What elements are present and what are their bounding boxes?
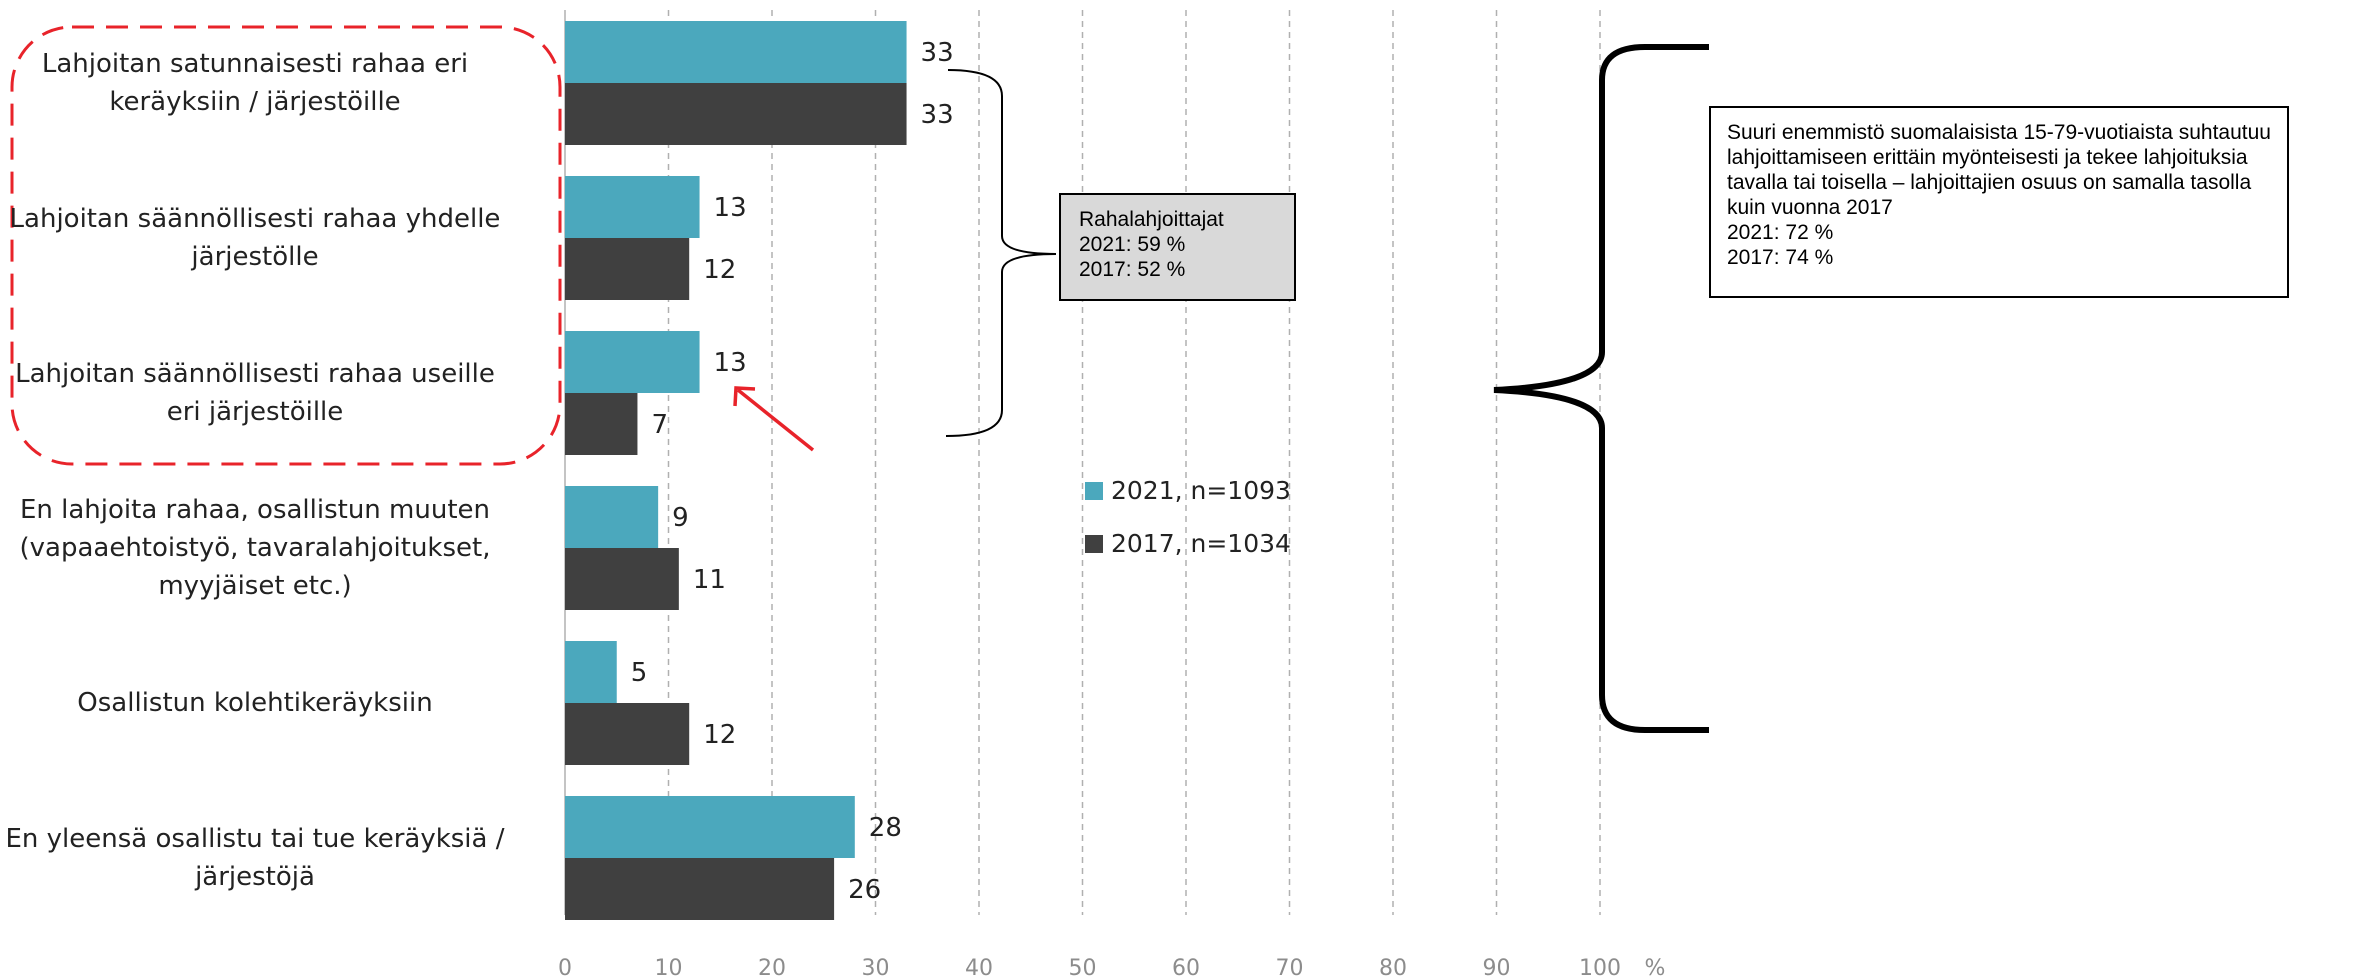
data-label: 5 <box>631 658 648 688</box>
small-bracket-icon <box>945 69 1057 437</box>
note-text: Suuri enemmistö suomalaisista 15-79-vuot… <box>1727 121 2271 219</box>
legend-swatch-2017 <box>1085 534 1103 553</box>
data-label: 13 <box>714 193 747 223</box>
data-label: 12 <box>703 720 736 750</box>
legend-label-2017: 2017, n=1034 <box>1111 529 1291 558</box>
category-label: Lahjoitan säännöllisesti rahaa yhdelle j… <box>9 204 501 272</box>
callout-line-2021: 2021: 59 % <box>1079 233 1186 256</box>
data-label: 26 <box>848 875 881 905</box>
bar-2017 <box>565 858 835 920</box>
x-axis-ticks: 0 10 20 30 40 50 60 70 80 90 100% <box>558 956 1665 980</box>
highlight-frame <box>10 25 562 466</box>
data-label: 13 <box>714 348 747 378</box>
legend-swatch-2021 <box>1085 481 1103 500</box>
x-tick-label: 10 <box>655 956 683 980</box>
data-label: 7 <box>651 410 668 440</box>
data-label: 12 <box>703 255 736 285</box>
x-tick-label: 100 <box>1579 956 1621 980</box>
x-tick-label: 90 <box>1483 956 1511 980</box>
large-brace-icon <box>1493 44 1709 733</box>
category-label: Lahjoitan säännöllisesti rahaa useille e… <box>15 359 495 427</box>
note-line-2017: 2017: 74 % <box>1727 246 1834 269</box>
data-label: 11 <box>693 565 726 595</box>
bar-2021 <box>565 796 855 858</box>
data-label: 28 <box>869 813 902 843</box>
legend-item-2021: 2021, n=1093 <box>1085 476 1291 505</box>
bar-2021 <box>565 486 659 548</box>
x-tick-label: 80 <box>1379 956 1407 980</box>
bar-2017 <box>565 238 690 300</box>
bar-2017 <box>565 703 690 765</box>
callout-line-2017: 2017: 52 % <box>1079 258 1186 281</box>
data-label: 33 <box>921 100 954 130</box>
x-tick-label: 70 <box>1276 956 1304 980</box>
bar-2017 <box>565 393 638 455</box>
x-tick-label: 20 <box>758 956 786 980</box>
category-label: En yleensä osallistu tai tue keräyksiä /… <box>5 824 505 892</box>
data-labels: 33 33 13 12 13 7 9 11 5 12 28 26 <box>631 38 954 905</box>
x-tick-label: 40 <box>965 956 993 980</box>
summary-note: Suuri enemmistö suomalaisista 15-79-vuot… <box>1709 106 2289 298</box>
bar-2021 <box>565 641 617 703</box>
category-label: Osallistun kolehtikeräyksiin <box>77 688 433 718</box>
callout-title: Rahalahjoittajat <box>1079 208 1224 231</box>
x-unit-label: % <box>1645 956 1666 980</box>
bars <box>565 21 907 920</box>
data-label: 9 <box>672 503 689 533</box>
note-line-2021: 2021: 72 % <box>1727 221 1834 244</box>
legend-label-2021: 2021, n=1093 <box>1111 476 1291 505</box>
category-label: Lahjoitan satunnaisesti rahaa eri keräyk… <box>41 49 469 117</box>
x-tick-label: 0 <box>558 956 572 980</box>
bar-2021 <box>565 331 700 393</box>
x-tick-label: 30 <box>862 956 890 980</box>
red-arrow-icon <box>733 386 815 452</box>
x-tick-label: 60 <box>1172 956 1200 980</box>
category-label: En lahjoita rahaa, osallistun muuten (va… <box>19 495 491 601</box>
bar-2017 <box>565 83 907 145</box>
bar-2021 <box>565 176 700 238</box>
x-tick-label: 50 <box>1069 956 1097 980</box>
data-label: 33 <box>921 38 954 68</box>
legend-item-2017: 2017, n=1034 <box>1085 529 1291 558</box>
gridlines <box>564 10 1601 915</box>
bar-2021 <box>565 21 907 83</box>
money-donors-callout: Rahalahjoittajat 2021: 59 % 2017: 52 % <box>1059 193 1296 301</box>
bar-2017 <box>565 548 679 610</box>
